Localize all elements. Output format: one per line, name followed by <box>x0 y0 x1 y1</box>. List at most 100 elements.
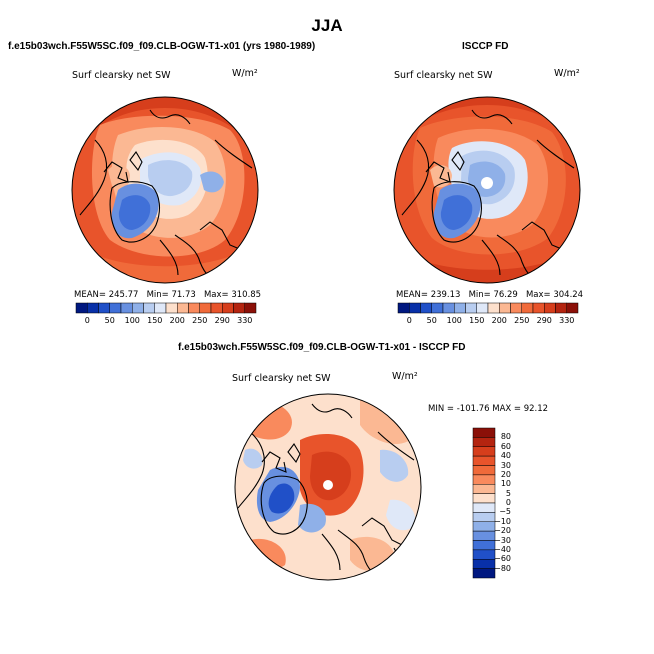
obs-map-border <box>393 96 581 284</box>
diff-colorbar-tick-label: −80 <box>494 563 511 573</box>
obs-colorbar-swatch <box>499 302 511 314</box>
diff-field-patch-2 <box>360 395 411 445</box>
obs-colorbar-swatch <box>510 302 522 314</box>
diff-units-label: W/m² <box>392 371 418 382</box>
obs-colorbar-swatch <box>555 302 567 314</box>
obs-colorbar-swatch <box>465 302 477 314</box>
model-colorbar-swatch <box>222 302 234 314</box>
diff-colorbar-tick-label: 30 <box>500 460 511 470</box>
model-colorbar-swatch <box>87 302 99 314</box>
obs-colorbar-swatch <box>409 302 421 314</box>
diff-colorbar-tick-label: −5 <box>499 507 511 517</box>
diff-field-pole-hole <box>323 480 333 490</box>
diff-field-cool-5 <box>386 499 416 531</box>
model-stats: MEAN= 245.77 Min= 71.73 Max= 310.85 <box>74 290 261 300</box>
diff-colorbar-tick-label: 80 <box>500 432 511 442</box>
obs-coastlines <box>401 109 575 281</box>
model-field-greenland-2 <box>118 195 151 230</box>
model-colorbar-swatch <box>154 302 167 314</box>
model-colorbar-swatch <box>143 302 155 314</box>
model-units-label: W/m² <box>232 68 258 79</box>
obs-colorbar-tick-label: 50 <box>426 316 437 325</box>
obs-stats: MEAN= 239.13 Min= 76.29 Max= 304.24 <box>396 290 583 300</box>
diff-colorbar-tick-label: −10 <box>494 516 511 526</box>
model-colorbar-tick-label: 0 <box>84 316 90 325</box>
obs-colorbar-tick-label: 250 <box>514 316 530 325</box>
model-colorbar-swatch <box>188 302 200 314</box>
obs-colorbar-swatch <box>544 302 556 314</box>
model-colorbar-swatch <box>244 302 257 314</box>
model-colorbar-tick-label: 50 <box>104 316 115 325</box>
model-case-title: f.e15b03wch.F55W5SC.f09_f09.CLB-OGW-T1-x… <box>8 41 316 52</box>
model-colorbar-swatch <box>210 302 223 314</box>
obs-colorbar-swatch <box>454 302 466 314</box>
model-min-value: 71.73 <box>171 290 196 300</box>
diff-colorbar-tick-label: 10 <box>500 479 511 489</box>
obs-colorbar-tick-label: 330 <box>559 316 575 325</box>
diff-field-cool-4 <box>380 449 409 482</box>
model-colorbar-swatch <box>177 302 189 314</box>
obs-min-label: Min= <box>468 290 491 300</box>
diff-field-cool-3 <box>298 503 326 533</box>
obs-units-label: W/m² <box>554 68 580 79</box>
model-field-patch <box>200 171 224 193</box>
obs-min-value: 76.29 <box>493 290 518 300</box>
model-colorbar-swatch <box>132 302 144 314</box>
model-colorbar-swatch <box>75 302 88 314</box>
obs-variable-label: Surf clearsky net SW <box>394 70 493 81</box>
diff-colorbar-tick-label: −30 <box>494 535 511 545</box>
diff-colorbar-tick-label: 0 <box>505 498 511 507</box>
obs-max-value: 304.24 <box>553 290 584 300</box>
obs-colorbar-swatch <box>532 302 545 314</box>
diff-field-center-warm-2 <box>310 451 352 501</box>
obs-colorbar-swatch <box>397 302 410 314</box>
model-colorbar-swatch <box>98 302 110 314</box>
obs-colorbar-swatch <box>476 302 489 314</box>
diff-field-cool-6 <box>243 448 263 469</box>
model-colorbar-tick-label: 150 <box>147 316 163 325</box>
model-colorbar-swatch <box>165 302 178 314</box>
obs-colorbar-tick-label: 100 <box>446 316 462 325</box>
obs-colorbar-swatch <box>420 302 432 314</box>
model-colorbar <box>75 302 257 314</box>
model-colorbar-swatch <box>109 302 122 314</box>
obs-colorbar-tick-label: 0 <box>406 316 412 325</box>
obs-field-greenland-2 <box>440 195 473 230</box>
model-map <box>71 96 259 284</box>
obs-mean-value: 239.13 <box>430 290 461 300</box>
obs-colorbar-swatch <box>487 302 500 314</box>
diff-case-title: f.e15b03wch.F55W5SC.f09_f09.CLB-OGW-T1-x… <box>178 342 466 353</box>
obs-map <box>393 96 581 284</box>
obs-max-label: Max= <box>525 290 551 300</box>
model-mean-value: 245.77 <box>108 290 139 300</box>
model-max-label: Max= <box>203 290 229 300</box>
diff-colorbar <box>472 427 496 579</box>
model-colorbar-tick-label: 100 <box>124 316 140 325</box>
obs-field-pole-hole <box>481 177 493 189</box>
model-mean-label: MEAN= <box>74 290 106 300</box>
diff-colorbar-swatch <box>472 568 496 579</box>
page-title: JJA <box>311 16 343 35</box>
diff-variable-label: Surf clearsky net SW <box>232 373 331 384</box>
obs-colorbar <box>397 302 579 314</box>
diff-colorbar-tick-label: 20 <box>500 469 511 479</box>
model-coastlines <box>79 109 253 281</box>
model-colorbar-tick-label: 200 <box>169 316 185 325</box>
diff-minmax: MIN = -101.76 MAX = 92.12 <box>428 404 549 414</box>
model-colorbar-tick-label: 290 <box>214 316 230 325</box>
diff-colorbar-tick-label: −40 <box>494 544 511 554</box>
model-colorbar-tick-label: 330 <box>237 316 253 325</box>
model-min-label: Min= <box>146 290 169 300</box>
model-field-ice-2 <box>148 160 193 197</box>
model-colorbar-tick-label: 250 <box>192 316 208 325</box>
obs-colorbar-swatch <box>521 302 534 314</box>
model-colorbar-swatch <box>233 302 245 314</box>
model-map-border <box>71 96 259 284</box>
obs-colorbar-tick-label: 200 <box>491 316 507 325</box>
obs-case-title: ISCCP FD <box>462 41 509 52</box>
diff-colorbar-tick-label: 5 <box>505 488 511 498</box>
obs-colorbar-tick-label: 150 <box>469 316 485 325</box>
model-colorbar-swatch <box>199 302 212 314</box>
model-max-value: 310.85 <box>231 290 262 300</box>
